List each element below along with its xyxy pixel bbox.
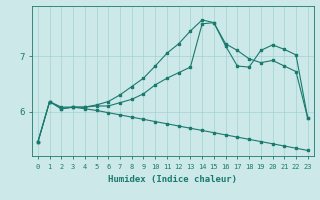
X-axis label: Humidex (Indice chaleur): Humidex (Indice chaleur) <box>108 175 237 184</box>
